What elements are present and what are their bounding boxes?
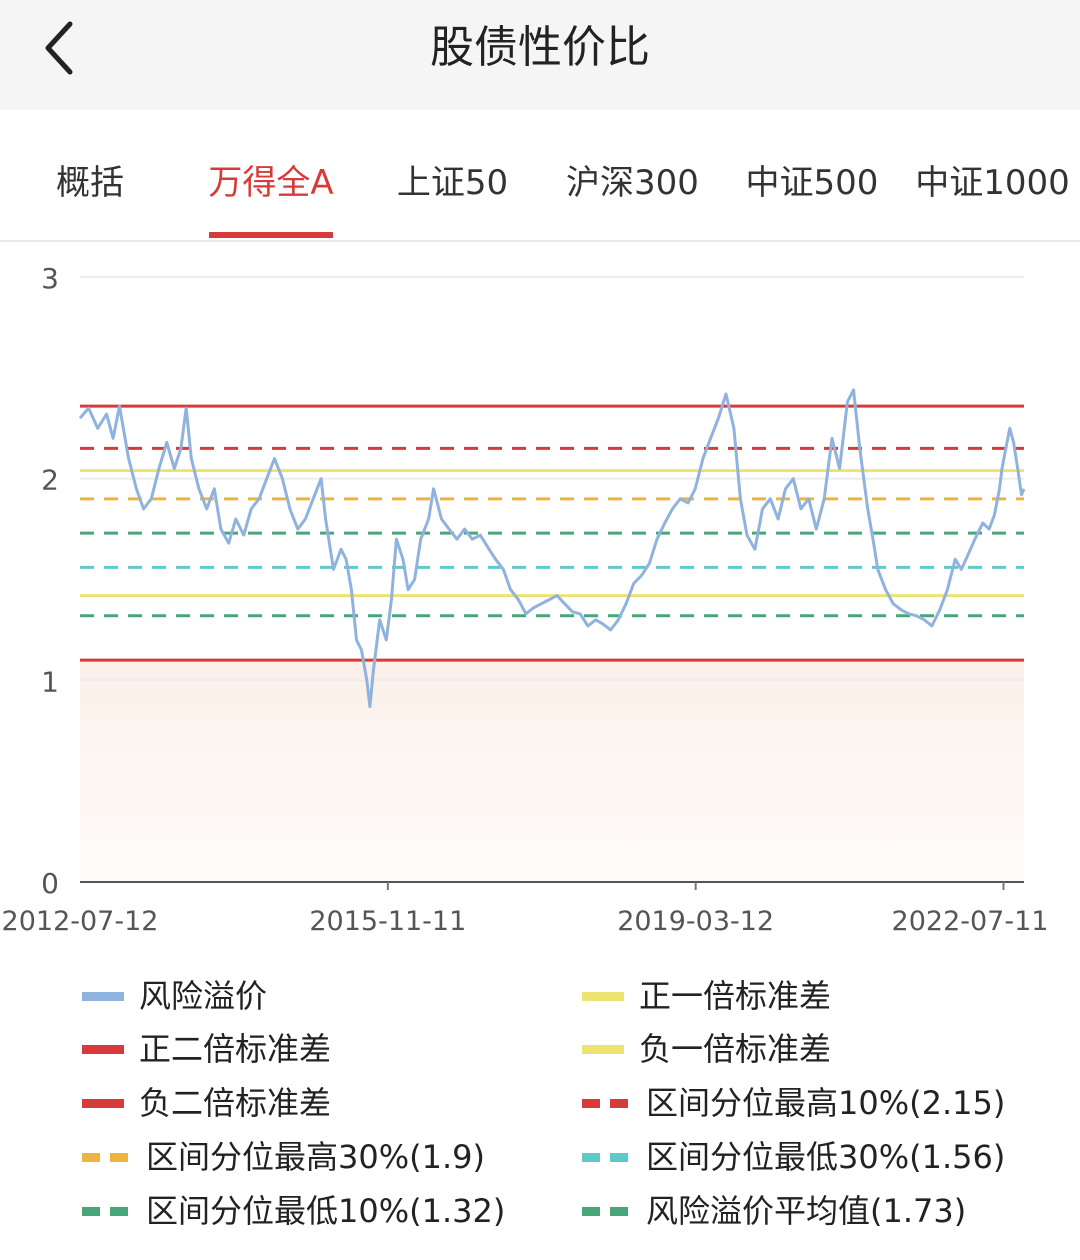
x-tick-label: 2015-11-11 [309, 906, 466, 937]
legend-swatch [82, 1153, 128, 1162]
tab-overview[interactable]: 概括 [56, 163, 124, 203]
tab-sse50[interactable]: 上证50 [396, 163, 509, 203]
legend-label: 区间分位最低10%(1.32) [146, 1192, 506, 1230]
legend-swatch [582, 1099, 628, 1108]
legend-swatch [582, 1207, 628, 1216]
risk-premium-chart: 0 1 2 3 2012-07-12 2015-11-11 2019-03-12 2022-0… [2, 262, 1049, 937]
chevron-left-icon[interactable] [30, 18, 90, 78]
legend-label: 区间分位最高10%(2.15) [646, 1084, 1006, 1122]
chart-background-band [80, 660, 1024, 882]
x-tick-label: 2012-07-12 [2, 906, 159, 937]
page-title: 股债性价比 [430, 22, 650, 73]
y-tick-label: 1 [41, 665, 59, 698]
legend-swatch [82, 992, 124, 1001]
legend-label: 负二倍标准差 [139, 1084, 332, 1122]
x-tick-label: 2022-07-11 [892, 906, 1049, 937]
tab-csi500[interactable]: 中证500 [745, 163, 879, 203]
legend-swatch [582, 1045, 624, 1054]
legend-label: 正二倍标准差 [139, 1030, 332, 1068]
y-tick-label: 2 [41, 464, 59, 497]
active-tab-indicator [209, 232, 333, 238]
legend-swatch [582, 1153, 628, 1162]
tab-csi1000[interactable]: 中证1000 [915, 163, 1070, 203]
y-tick-label: 0 [41, 867, 59, 900]
index-tabs: 概括 万得全A 上证50 沪深300 中证500 中证1000 [0, 110, 1080, 242]
legend-label: 正一倍标准差 [639, 977, 832, 1015]
legend-label: 负一倍标准差 [639, 1030, 832, 1068]
legend-label: 区间分位最低30%(1.56) [646, 1138, 1006, 1176]
legend-swatch [82, 1045, 124, 1054]
app-header: 股债性价比 [0, 0, 1080, 110]
legend-swatch [582, 992, 624, 1001]
legend-label: 风险溢价平均值(1.73) [646, 1192, 967, 1230]
y-tick-label: 3 [41, 262, 59, 295]
legend-label: 区间分位最高30%(1.9) [146, 1138, 485, 1176]
legend-swatch [82, 1099, 124, 1108]
series-line-risk-premium [78, 388, 1026, 709]
legend-swatch [82, 1207, 128, 1216]
tab-wind-all-a[interactable]: 万得全A [208, 163, 334, 203]
tab-csi300[interactable]: 沪深300 [566, 163, 699, 203]
legend-label: 风险溢价 [139, 977, 268, 1015]
x-tick-label: 2019-03-12 [617, 906, 774, 937]
